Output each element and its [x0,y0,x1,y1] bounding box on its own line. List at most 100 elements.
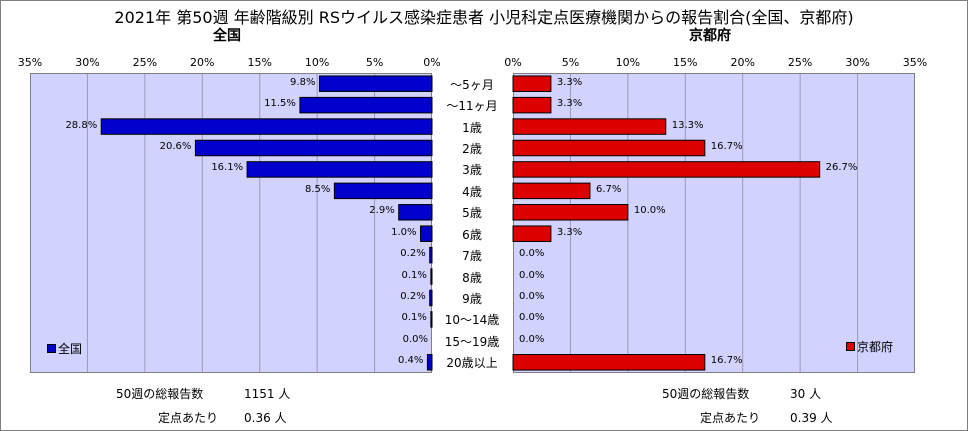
category-label: 1歳 [462,120,482,135]
data-label-kyoto: 6.7% [595,183,622,195]
data-label-national: 0.2% [400,291,426,302]
data-label-kyoto: 10.0% [633,205,666,217]
footer-left-total-label: 50週の総報告数 [116,387,204,401]
data-label-national: 8.5% [304,183,331,195]
category-label: 4歳 [462,184,482,199]
data-label-kyoto: 16.7% [710,355,743,367]
bar-national [429,246,433,264]
bar-national [426,354,433,371]
tick-label-kyoto: 5% [561,56,580,69]
bar-kyoto [512,204,629,221]
category-label: 15～19歳 [444,334,500,349]
tick-label-kyoto: 15% [673,56,698,69]
category-label: 5歳 [462,206,482,221]
data-label-national: 16.1% [211,162,244,174]
tick-label-national: 10% [304,56,330,69]
bar-national [299,96,433,114]
tick-label-national: 0% [423,56,441,69]
data-label-national: 20.6% [159,141,192,152]
data-label-national: 0.4% [398,355,424,367]
bar-national [194,139,433,157]
data-label-kyoto: 3.3% [556,76,583,88]
data-label-national: 9.8% [290,76,316,88]
category-label: 2歳 [462,142,482,156]
data-label-national: 28.8% [65,119,98,131]
bar-national [318,75,433,92]
bar-national [420,225,433,242]
category-label: 9歳 [462,292,482,306]
tick-label-national: 30% [75,56,100,69]
data-label-kyoto: 0.0% [519,291,545,302]
data-label-national: 0.0% [402,333,428,345]
footer-right-per-label: 定点あたり [700,411,761,425]
footer-right-total-label: 50週の総報告数 [662,387,750,401]
bar-kyoto [512,118,667,135]
panel-title-national: 全国 [213,28,241,44]
footer-right-total-value: 30 人 [790,387,822,401]
bar-kyoto [512,161,821,178]
tick-label-kyoto: 25% [787,56,813,69]
panel-title-kyoto: 京都府 [689,28,731,44]
data-label-kyoto: 3.3% [556,98,583,110]
bar-national [398,204,433,221]
data-label-national: 0.1% [401,269,427,281]
tick-label-kyoto: 35% [902,56,928,69]
data-label-kyoto: 0.0% [519,248,545,260]
category-label: 20歳以上 [446,356,498,371]
data-label-kyoto: 0.0% [519,312,545,324]
legend-national: 全国 [47,340,82,357]
bar-national [430,311,433,328]
data-label-national: 11.5% [264,98,296,110]
legend-swatch-national [47,344,56,353]
legend-label-national: 全国 [58,342,83,356]
data-label-national: 0.2% [400,248,426,260]
plot-area-kyoto [513,73,915,373]
tick-label-national: 20% [190,56,215,69]
tick-label-kyoto: 10% [615,56,641,69]
bar-kyoto [512,75,552,92]
chart-title: 2021年 第50週 年齢階級別 RSウイルス感染症患者 小児科定点医療機関から… [114,8,854,27]
bar-national [246,161,433,178]
data-label-national: 0.1% [401,312,427,324]
bar-kyoto [512,225,552,242]
data-label-kyoto: 0.0% [519,333,545,345]
bar-kyoto [512,96,552,114]
tick-label-kyoto: 20% [730,56,755,69]
bar-national [100,118,433,135]
bar-national [429,289,433,307]
category-label: 3歳 [462,163,482,178]
data-label-national: 2.9% [369,205,395,217]
tick-label-national: 5% [365,56,384,69]
data-label-kyoto: 0.0% [519,269,545,281]
footer-left-per-value: 0.36 人 [244,411,287,425]
legend-label-kyoto: 京都府 [857,340,894,354]
data-label-kyoto: 3.3% [556,226,583,238]
footer-left-per-label: 定点あたり [158,411,219,425]
data-label-kyoto: 13.3% [671,119,704,131]
category-label: 8歳 [462,270,482,285]
tick-label-kyoto: 30% [845,56,870,69]
tick-label-national: 35% [17,56,43,69]
category-label: ～5ヶ月 [450,77,494,92]
data-label-national: 1.0% [391,226,417,238]
category-label: 10～14歳 [444,313,500,328]
legend-swatch-kyoto [846,342,855,351]
category-label: 6歳 [462,227,482,242]
data-label-kyoto: 26.7% [825,162,858,174]
category-label: ～11ヶ月 [446,99,498,114]
category-label: 7歳 [462,249,482,264]
tick-label-national: 15% [247,56,272,69]
tick-label-national: 25% [132,56,158,69]
bar-kyoto [512,354,706,371]
footer-left-total-value: 1151 人 [244,387,291,401]
legend-kyoto: 京都府 [846,338,893,355]
bar-national [333,182,433,200]
data-label-kyoto: 16.7% [710,141,743,152]
bar-kyoto [512,182,591,200]
bar-kyoto [512,139,706,157]
footer-right-per-value: 0.39 人 [790,411,833,425]
tick-label-kyoto: 0% [504,56,522,69]
bar-national [430,268,433,285]
